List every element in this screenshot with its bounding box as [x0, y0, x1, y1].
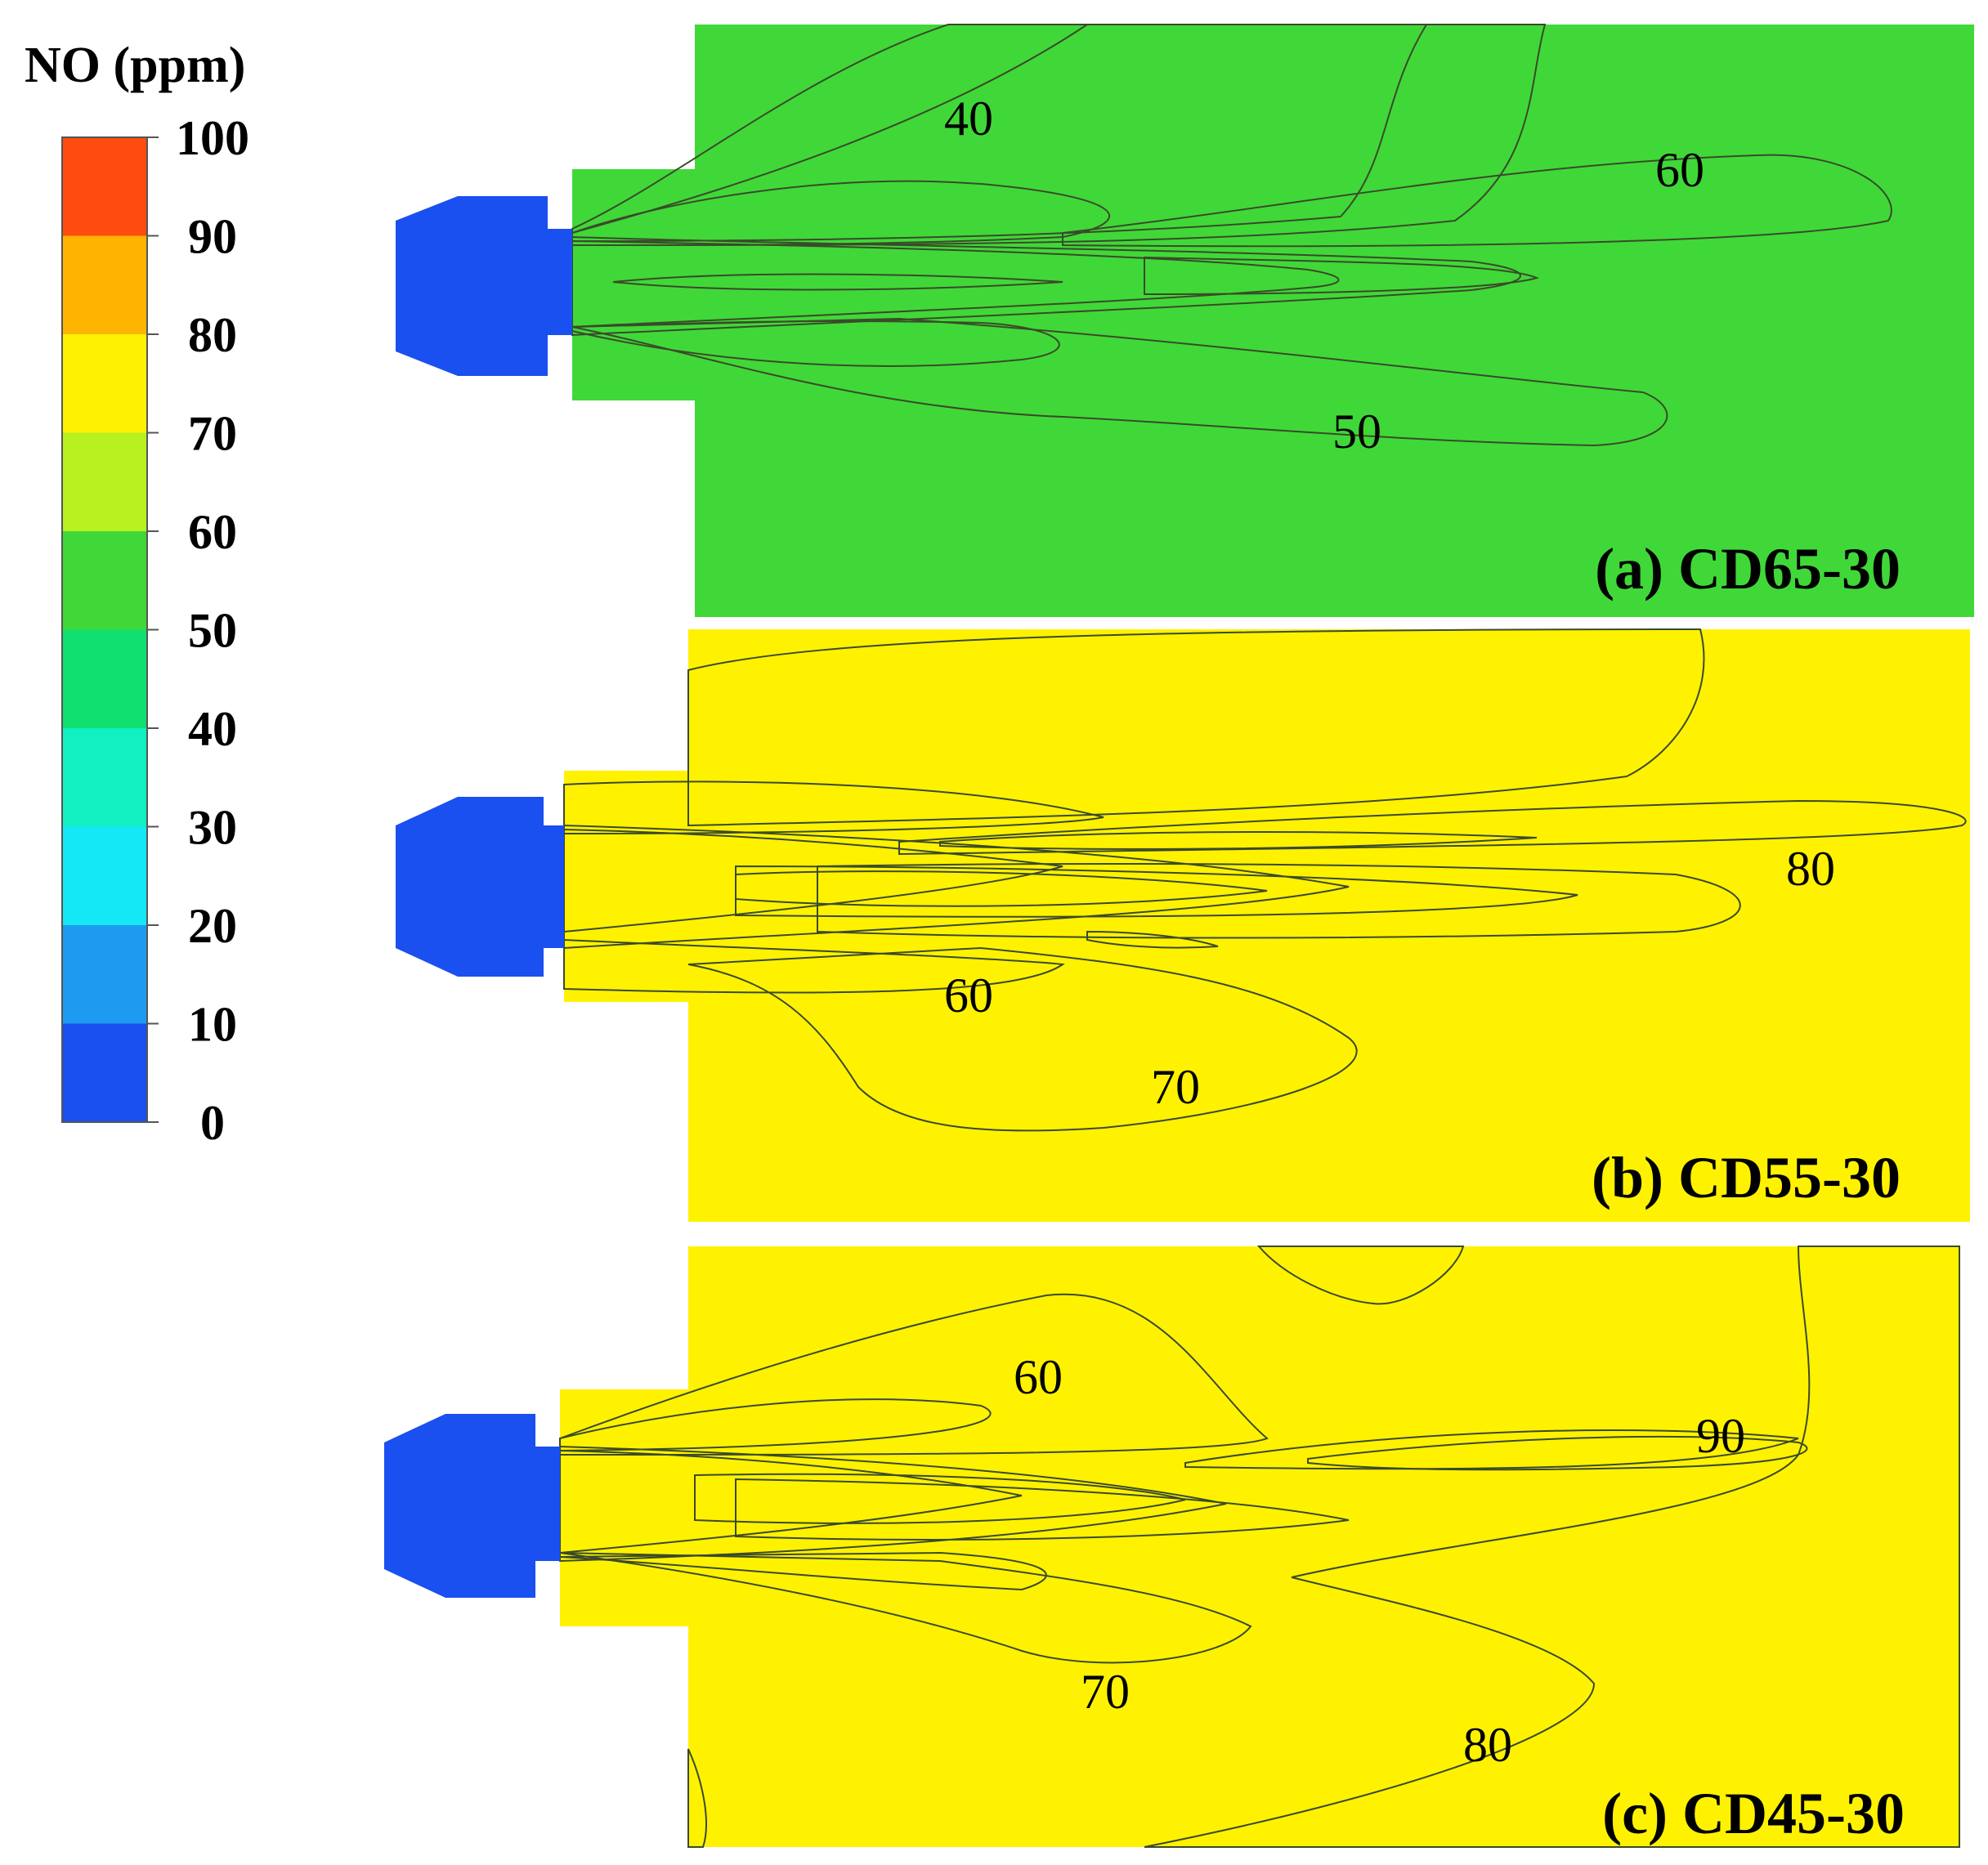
- panel-a-region-40-50-top: [571, 24, 1547, 247]
- colorbar-tick-label: 100: [176, 111, 249, 165]
- colorbar-tick-label: 80: [188, 308, 237, 362]
- panel-a-inlet-duct: [572, 169, 695, 400]
- colorbar-band-50-60: [62, 531, 147, 630]
- panel-c-region-10-20: [559, 1445, 1227, 1563]
- colorbar-band-40-50: [62, 629, 147, 728]
- panel-c-region-50-60-bottom: [559, 1551, 1047, 1591]
- panel-a-core-inner-streak: [612, 273, 1063, 291]
- panel-b-contour-label-60: 60: [944, 968, 993, 1022]
- panel-b-region-60-70-bottom: [687, 946, 1358, 1132]
- colorbar-tick-label: 50: [188, 604, 237, 658]
- panel-c-burner-body: [384, 1414, 560, 1598]
- panel-b-region-0-10: [563, 828, 1063, 933]
- colorbar-band-10-20: [62, 925, 147, 1024]
- panel-c-region-60-70-topcap: [1256, 1246, 1465, 1305]
- panel-b-region-60-70-top: [687, 628, 1705, 827]
- colorbar-tick-label: 0: [200, 1096, 225, 1150]
- panel-c-contour-label-70: 70: [1081, 1665, 1130, 1719]
- panel-c-field: [384, 1246, 1960, 1848]
- panel-c-contour-label-80: 80: [1463, 1718, 1512, 1772]
- panel-c-region-60-70-top: [559, 1293, 1269, 1456]
- panel-c-region-80-90-corner: [687, 1748, 707, 1848]
- colorbar-band-60-70: [62, 432, 147, 531]
- panel-c-inlet-duct: [560, 1389, 688, 1626]
- colorbar-band-90-100: [62, 137, 147, 236]
- panel-c: 60 90 70 80 (c) CD45-30: [384, 1246, 1960, 1848]
- panel-b-contour-label-70: 70: [1151, 1060, 1200, 1114]
- panel-a-burner-body: [396, 196, 572, 376]
- panel-c-region-50-60-top: [559, 1398, 992, 1452]
- panel-c-background: [688, 1246, 1959, 1847]
- panel-b-inlet-duct: [564, 771, 688, 1002]
- panel-a-label: (a) CD65-30: [1595, 536, 1901, 602]
- panel-a-contour-label-40: 40: [944, 92, 993, 145]
- colorbar-tick-label: 60: [188, 505, 237, 559]
- panel-a-field: [396, 24, 1974, 617]
- panel-a-region-40-50-bottom: [571, 317, 1668, 447]
- colorbar-tick-label: 70: [188, 407, 237, 461]
- panel-b-region-20-30: [735, 870, 1268, 907]
- panel-a-contour-label-50: 50: [1332, 405, 1381, 458]
- panel-c-region-90-100: [1307, 1435, 1808, 1471]
- colorbar-tick-label: 10: [188, 998, 237, 1052]
- panel-b-small-streak: [1086, 930, 1219, 949]
- panel-b-region-90-100: [939, 831, 1538, 850]
- panel-c-label: (c) CD45-30: [1602, 1781, 1905, 1846]
- panel-b-region-50-60-bottom: [563, 938, 1065, 994]
- panel-a-contour-label-60: 60: [1655, 143, 1704, 197]
- panel-a-region-0-10: [571, 239, 1340, 329]
- colorbar-bands: [62, 137, 147, 1122]
- panel-a-region-60-70: [1062, 154, 1892, 248]
- colorbar-band-80-90: [62, 235, 147, 334]
- panel-b-region-10-20: [563, 824, 1350, 950]
- panel-c-contour-label-60: 60: [1014, 1350, 1063, 1404]
- panel-b-region-60-70-mid: [817, 863, 1741, 939]
- colorbar-band-20-30: [62, 826, 147, 925]
- colorbar-tick-label: 30: [188, 801, 237, 855]
- panel-b-field: [396, 628, 1970, 1222]
- colorbar-band-0-10: [62, 1023, 147, 1122]
- panel-a-region-10-20: [571, 235, 1521, 337]
- colorbar-tick-label: 90: [188, 210, 237, 264]
- panel-c-region-60-70-bottom: [559, 1552, 1252, 1664]
- colorbar-tick-label: 40: [188, 702, 237, 756]
- panel-b: 80 60 70 (b) CD55-30: [396, 628, 1970, 1222]
- panel-b-burner-body: [396, 797, 564, 977]
- panel-b-background: [688, 629, 1970, 1222]
- panel-c-region-80-90: [1144, 1246, 1960, 1848]
- colorbar-tick-label: 20: [188, 899, 237, 953]
- panel-a-region-30-40-top: [571, 24, 1428, 243]
- colorbar-title: NO (ppm): [25, 38, 245, 93]
- panel-b-label: (b) CD55-30: [1592, 1145, 1901, 1210]
- panel-b-contour-label-80: 80: [1786, 842, 1835, 896]
- panel-a-region-core-streak: [1144, 256, 1540, 296]
- panel-a: 40 60 50 (a) CD65-30: [396, 24, 1974, 617]
- colorbar-band-70-80: [62, 334, 147, 433]
- panel-c-region-0-10: [559, 1449, 1023, 1554]
- panel-b-region-80-90: [898, 799, 1967, 856]
- panel-b-region-50-60-top: [563, 780, 1104, 835]
- panel-a-region-20-30-bottom: [571, 320, 1060, 367]
- panel-c-contour-label-90: 90: [1696, 1409, 1745, 1463]
- colorbar-band-30-40: [62, 728, 147, 827]
